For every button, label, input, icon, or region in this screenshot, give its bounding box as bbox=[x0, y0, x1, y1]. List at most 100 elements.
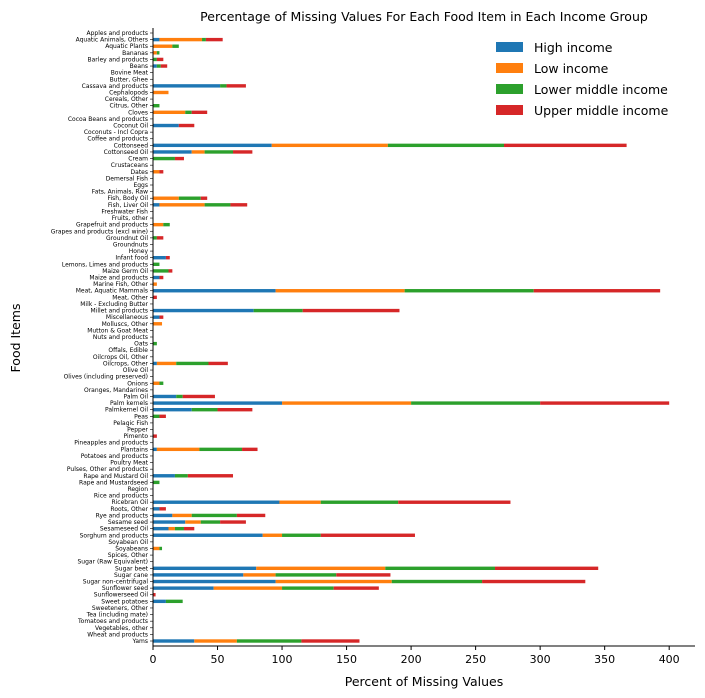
y-tick-label: Fish, Liver Oil bbox=[108, 202, 148, 209]
y-tick-label: Marine Fish, Other bbox=[93, 281, 148, 288]
bar-segment bbox=[156, 447, 200, 452]
y-tick-label: Fish, Body Oil bbox=[107, 195, 148, 202]
y-tick-label: Millet and products bbox=[90, 308, 148, 315]
bar-segment bbox=[153, 143, 272, 148]
bar-segment bbox=[163, 222, 170, 227]
bar-segment bbox=[153, 170, 160, 174]
legend-swatch bbox=[496, 42, 523, 52]
bar-segment bbox=[156, 57, 164, 62]
bar-segment bbox=[159, 315, 164, 319]
bar-segment bbox=[165, 599, 183, 604]
y-tick-label: Roots, Other bbox=[110, 506, 148, 513]
bar-segment bbox=[153, 401, 283, 405]
bar-segment bbox=[153, 123, 179, 128]
y-tick-label: Plantains bbox=[121, 446, 148, 453]
y-tick-label: Coffee and products bbox=[87, 136, 148, 143]
bar-segment bbox=[256, 566, 386, 571]
bar-segment bbox=[220, 520, 246, 524]
y-tick-label: Sugar cane bbox=[114, 572, 148, 579]
bar-segment bbox=[159, 507, 166, 511]
bar-segment bbox=[398, 500, 511, 504]
legend: High income Low income Lower middle income… bbox=[496, 40, 669, 118]
y-tick-label: Sweet potatoes bbox=[101, 598, 148, 605]
bar-segment bbox=[185, 110, 192, 115]
bar-segment bbox=[153, 315, 160, 319]
bar-segment bbox=[205, 37, 223, 42]
bar-segment bbox=[153, 414, 160, 419]
y-tick-label: Soyabeans bbox=[115, 545, 148, 552]
bar-segment bbox=[275, 573, 337, 577]
y-tick-label: Nuts and products bbox=[93, 334, 148, 341]
bar-segment bbox=[153, 103, 160, 108]
bar-segment bbox=[153, 586, 214, 590]
bar-segment bbox=[220, 84, 227, 88]
bar-segment bbox=[153, 156, 175, 161]
bar-segment bbox=[153, 434, 157, 438]
legend-label: High income bbox=[534, 40, 613, 55]
bar-segment bbox=[153, 203, 160, 207]
bar-segment bbox=[172, 44, 179, 48]
y-tick-label: Sweeteners, Other bbox=[92, 605, 149, 612]
y-tick-label: Groundnut Oil bbox=[106, 235, 148, 242]
y-tick-label: Sunflower seed bbox=[102, 585, 148, 592]
bar-segment bbox=[200, 196, 208, 200]
bar-segment bbox=[153, 262, 160, 267]
y-tick-label: Cream bbox=[128, 156, 148, 163]
bar-segment bbox=[208, 361, 228, 366]
x-axis-label: Percent of Missing Values bbox=[345, 674, 503, 689]
y-tick-label: Oilcrops, Other bbox=[103, 360, 149, 367]
bar-segment bbox=[391, 579, 483, 584]
bar-segment bbox=[153, 37, 160, 42]
y-tick-label: Cocoa Beans and products bbox=[68, 116, 148, 123]
bar-segment bbox=[153, 110, 186, 115]
bar-segment bbox=[202, 37, 206, 42]
y-tick-label: Demersal Fish bbox=[106, 175, 148, 182]
y-tick-label: Palm Oil bbox=[123, 393, 148, 400]
bar-segment bbox=[182, 394, 215, 399]
bar-segment bbox=[301, 639, 360, 643]
x-tick-label: 0 bbox=[150, 653, 157, 666]
y-tick-label: Rice and products bbox=[94, 493, 148, 500]
bar-segment bbox=[153, 520, 186, 524]
bar-segment bbox=[204, 150, 234, 154]
y-tick-label: Crustaceans bbox=[111, 162, 148, 169]
bar-segment bbox=[282, 586, 334, 590]
bar-segment bbox=[153, 566, 257, 571]
x-tick-label: 150 bbox=[336, 653, 357, 666]
bar-segment bbox=[153, 44, 173, 48]
y-tick-label: Cottonseed bbox=[114, 142, 149, 149]
y-tick-label: Sugar (Raw Equivalent) bbox=[78, 559, 149, 566]
y-tick-label: Rye and products bbox=[96, 512, 148, 519]
y-tick-label: Sorghum and products bbox=[80, 532, 148, 539]
bar-segment bbox=[153, 236, 157, 240]
y-tick-label: Molluscs, Other bbox=[102, 321, 149, 328]
y-tick-label: Spices, Other bbox=[108, 552, 149, 559]
legend-swatch bbox=[496, 84, 523, 94]
y-tick-label: Pelagic Fish bbox=[113, 420, 148, 427]
bar-segment bbox=[172, 513, 192, 518]
bar-segment bbox=[233, 150, 253, 154]
bar-segment bbox=[153, 289, 276, 293]
bar-segment bbox=[159, 414, 166, 419]
x-tick-label: 400 bbox=[659, 653, 680, 666]
bar-segment bbox=[153, 526, 169, 531]
bar-segment bbox=[153, 507, 160, 511]
x-tick-label: 100 bbox=[272, 653, 293, 666]
y-tick-label: Milk - Excluding Butter bbox=[80, 301, 148, 308]
bar-segment bbox=[194, 639, 237, 643]
bar-segment bbox=[159, 170, 164, 174]
bar-segment bbox=[191, 513, 237, 518]
y-tick-label: Palm kernels bbox=[110, 400, 148, 407]
y-tick-label: Poultry Meat bbox=[110, 460, 148, 467]
bar-segment bbox=[243, 573, 276, 577]
bar-segment bbox=[540, 401, 670, 405]
bar-segment bbox=[153, 64, 157, 68]
y-tick-label: Oats bbox=[134, 341, 148, 348]
y-tick-label: Pimento bbox=[123, 433, 148, 440]
y-tick-label: Infant food bbox=[115, 255, 148, 262]
bar-segment bbox=[153, 546, 160, 551]
x-tick-label: 350 bbox=[594, 653, 615, 666]
bar-segment bbox=[187, 474, 234, 478]
y-tick-label: Honey bbox=[129, 248, 149, 255]
y-tick-label: Ricebran Oil bbox=[111, 499, 148, 506]
